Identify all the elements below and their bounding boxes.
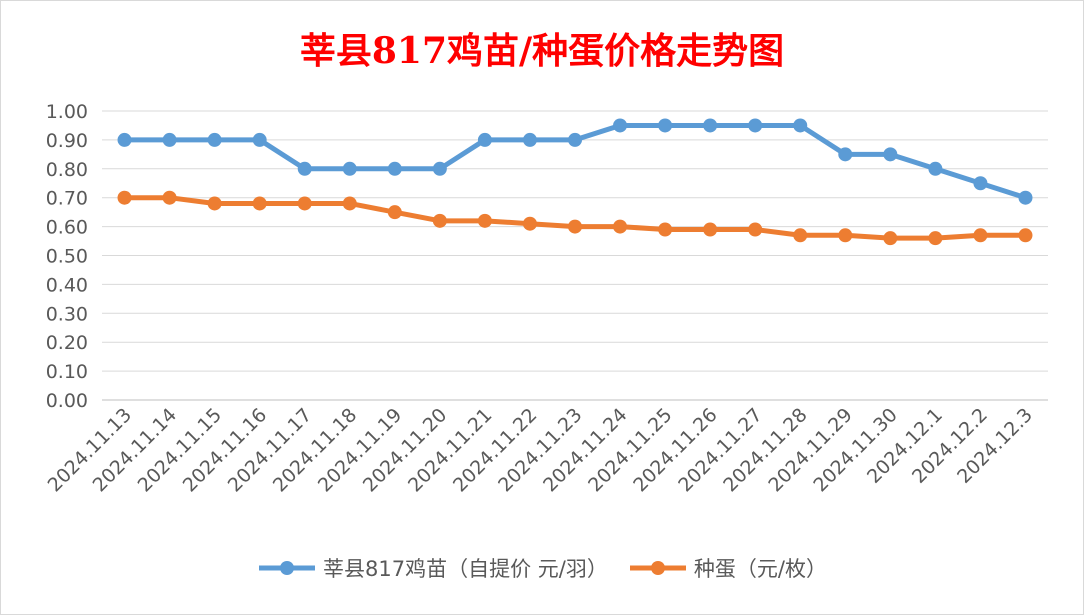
y-tick-label: 0.30 [46, 303, 88, 325]
data-point-0 [342, 161, 357, 176]
legend-swatch-chick [259, 561, 316, 575]
data-point-1 [477, 213, 492, 228]
data-point-1 [883, 231, 898, 246]
data-point-0 [432, 161, 447, 176]
data-point-1 [703, 222, 718, 237]
data-point-1 [117, 190, 132, 205]
data-point-0 [748, 118, 763, 133]
data-point-1 [793, 228, 808, 243]
data-point-0 [658, 118, 673, 133]
legend-label-chick: 莘县817鸡苗（自提价 元/羽） [323, 557, 608, 581]
data-point-0 [252, 132, 267, 147]
data-point-1 [387, 205, 402, 220]
data-point-1 [838, 228, 853, 243]
y-tick-label: 0.70 [46, 188, 88, 210]
data-point-0 [883, 147, 898, 162]
legend: 莘县817鸡苗（自提价 元/羽） 种蛋（元/枚） [0, 553, 1084, 583]
data-point-1 [928, 231, 943, 246]
data-point-0 [568, 132, 582, 147]
data-point-1 [162, 190, 177, 205]
data-point-0 [703, 118, 718, 133]
y-tick-label: 0.00 [46, 390, 88, 412]
chart-title: 莘县817鸡苗/种蛋价格走势图 [299, 30, 785, 72]
data-point-1 [748, 222, 763, 237]
data-point-0 [793, 118, 808, 133]
data-point-1 [207, 196, 222, 211]
y-tick-label: 0.80 [46, 159, 88, 181]
data-point-0 [928, 161, 943, 176]
legend-label-egg: 种蛋（元/枚） [693, 557, 827, 581]
data-point-0 [162, 132, 177, 147]
data-point-1 [613, 219, 628, 234]
data-point-0 [297, 161, 312, 176]
legend-item-egg: 种蛋（元/枚） [628, 553, 827, 583]
data-point-0 [117, 132, 132, 147]
data-point-1 [252, 196, 267, 211]
y-tick-label: 0.10 [46, 361, 88, 383]
y-tick-label: 0.60 [46, 217, 88, 239]
y-tick-label: 0.40 [46, 274, 88, 296]
data-point-0 [207, 132, 222, 147]
data-point-1 [1018, 228, 1033, 243]
legend-item-chick: 莘县817鸡苗（自提价 元/羽） [257, 553, 608, 583]
data-point-1 [297, 196, 312, 211]
data-point-0 [613, 118, 628, 133]
y-tick-label: 0.50 [46, 246, 88, 268]
data-point-1 [432, 213, 447, 228]
legend-swatch-egg [629, 561, 686, 575]
y-tick-label: 1.00 [46, 101, 88, 123]
data-point-0 [973, 176, 988, 191]
data-point-0 [387, 161, 402, 176]
data-point-1 [568, 219, 582, 234]
data-point-1 [658, 222, 673, 237]
data-point-1 [973, 228, 988, 243]
y-tick-label: 0.20 [46, 332, 88, 354]
data-point-0 [522, 132, 537, 147]
data-point-0 [838, 147, 853, 162]
data-point-1 [522, 216, 537, 231]
data-point-0 [477, 132, 492, 147]
data-point-1 [342, 196, 357, 211]
data-point-0 [1018, 190, 1033, 205]
y-tick-label: 0.90 [46, 130, 88, 152]
